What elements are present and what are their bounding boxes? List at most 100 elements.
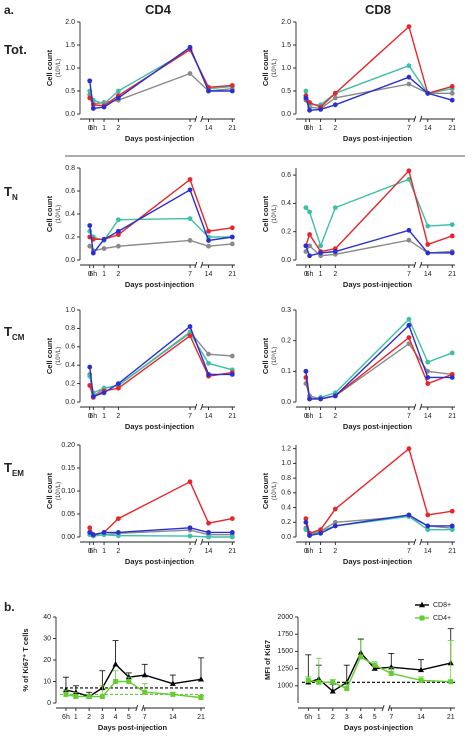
x-tick-label: 21 [197,714,205,721]
data-marker [332,523,338,529]
data-marker [125,674,132,680]
row-label-main: T [4,184,12,199]
legend-label: CD4+ [433,615,451,622]
x-tick-label: 7 [188,125,192,132]
data-marker [448,679,454,685]
x-tick-label: 6h [306,125,314,132]
x-tick-label: 0 [88,548,92,555]
data-marker [206,372,211,377]
y-axis-label: Cell count [45,472,54,509]
legend-marker [419,601,425,608]
x-tick-label: 2 [87,714,91,721]
data-marker [318,527,324,533]
x-tick-label: 7 [407,413,411,420]
data-marker [425,375,431,380]
x-axis-label: Days post-injection [343,134,413,143]
data-marker [406,74,412,80]
x-tick-label: 2 [331,714,335,721]
y-tick-label: 0.6 [281,490,291,497]
x-tick-label: 0 [88,271,92,278]
data-marker [187,479,193,485]
y-tick-label: 0.05 [61,511,75,518]
axis-break [194,403,198,411]
data-marker [229,530,235,535]
data-marker [316,679,322,685]
y-tick-label: 0.8 [65,165,75,172]
data-marker [87,530,93,535]
data-marker [449,97,455,103]
data-marker [115,95,121,101]
data-marker [101,236,107,242]
data-marker [187,333,193,339]
y-tick-label: 0.6 [65,188,75,195]
x-tick-label: 14 [424,271,432,278]
y-axis-label: Cell count [45,195,54,232]
data-marker [187,533,193,539]
data-marker [425,527,431,533]
y-tick-label: 0.8 [281,475,291,482]
data-marker [303,519,309,525]
data-marker [332,506,338,512]
legend-marker [419,615,425,621]
y-axis-label: Cell count [261,337,270,374]
x-tick-label: 2 [116,413,120,420]
series-line [89,480,233,536]
series-line [305,317,453,400]
x-tick-label: 14 [417,714,425,721]
data-marker [372,662,378,668]
y-tick-label: 0.4 [281,200,291,207]
data-marker [229,534,235,540]
data-marker [425,381,431,386]
data-marker [206,228,211,234]
x-tick-label: 21 [228,125,236,132]
data-marker [425,90,431,96]
data-marker [406,322,412,328]
x-tick-label: 21 [228,413,236,420]
data-marker [303,516,309,521]
data-marker [305,677,311,683]
data-marker [371,665,378,671]
y-tick-label: 0.5 [65,88,75,95]
y-tick-label: 0.0 [281,534,291,541]
y-tick-label: 0.3 [281,307,291,314]
data-marker [115,228,121,234]
axis-break [194,538,198,546]
row-label: TN [4,184,18,202]
x-tick-label: 21 [228,548,236,555]
data-marker [229,372,235,377]
x-tick-label: 14 [205,548,213,555]
data-marker [303,205,309,211]
data-marker [449,350,455,356]
data-marker [101,246,107,251]
x-tick-label: 6h [306,548,314,555]
data-marker [318,107,324,112]
data-marker [141,671,148,678]
x-tick-label: 6h [89,271,97,278]
x-tick-label: 14 [205,271,213,278]
data-marker [90,250,96,256]
y-axis-unit: (10⁹/L) [55,347,62,365]
row-label: TEM [4,460,24,478]
x-tick-label: 1 [102,271,106,278]
y-tick-label: 0.15 [61,465,75,472]
axis-break [413,261,417,269]
data-marker [303,243,309,249]
x-tick-label: 1 [317,714,321,721]
data-marker [187,44,193,50]
data-marker [229,234,235,240]
y-axis-unit: (10⁹/L) [55,482,62,500]
x-tick-label: 7 [188,413,192,420]
data-marker [115,530,121,535]
series-line [65,663,202,698]
x-tick-label: 14 [424,413,432,420]
data-marker [307,253,312,259]
x-tick-label: 3 [100,714,104,721]
data-marker [332,393,338,399]
x-tick-label: 14 [205,125,213,132]
axis-break [387,704,391,712]
y-tick-label: 0.2 [65,380,75,387]
column-title: CD4 [145,2,172,17]
data-marker [307,243,312,249]
series-line [305,25,453,108]
row-label-sub: EM [12,469,24,478]
